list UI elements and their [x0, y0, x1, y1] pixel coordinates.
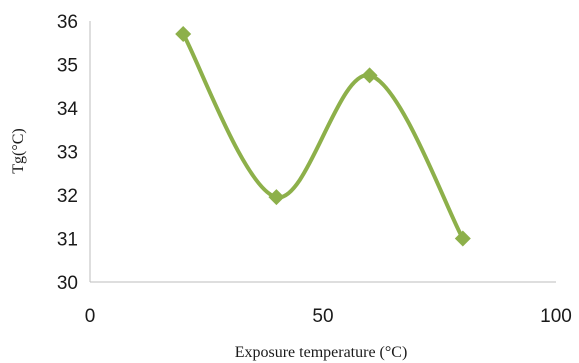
x-tick-label: 100 [540, 306, 572, 327]
y-tick-label: 35 [57, 56, 78, 77]
x-axis-title: Exposure temperature (°C) [235, 344, 408, 361]
y-tick-label: 34 [57, 99, 79, 120]
y-tick-label: 33 [57, 143, 78, 164]
y-tick-label: 30 [57, 273, 78, 294]
y-tick-label: 36 [57, 12, 78, 33]
data-point-marker [268, 189, 285, 206]
series-layer [175, 26, 471, 247]
y-tick-label: 32 [57, 186, 78, 207]
x-tick-labels: 0 50 100 [85, 306, 572, 327]
y-axis-title: Tg(°C) [10, 128, 27, 174]
x-tick-label: 50 [312, 306, 333, 327]
data-point-marker [175, 26, 192, 43]
y-tick-label: 31 [57, 230, 78, 251]
data-point-marker [454, 230, 471, 247]
x-tick-label: 0 [85, 306, 96, 327]
plot-area: 30 31 32 33 34 35 36 0 50 100 [57, 12, 572, 327]
data-point-marker [361, 67, 378, 84]
series-line [181, 32, 465, 241]
y-tick-labels: 30 31 32 33 34 35 36 [57, 12, 79, 294]
